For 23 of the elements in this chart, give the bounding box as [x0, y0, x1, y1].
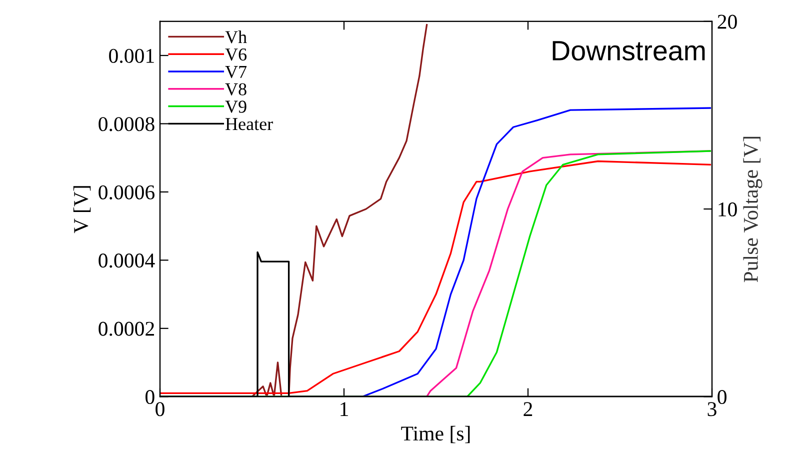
y-tick-label: 0: [146, 390, 154, 404]
y-tick-label: 0.001: [109, 48, 154, 64]
legend-label: Heater: [226, 118, 273, 130]
y2-axis-title: Pulse Voltage [V]: [743, 136, 762, 282]
legend-label: V6: [225, 48, 247, 61]
y2-tick-label: 0: [718, 390, 726, 404]
y2-tick-label: 20: [718, 14, 737, 29]
y-tick-label: 0.0004: [98, 254, 155, 268]
y-tick-label: 0.0006: [98, 185, 155, 200]
y-axis-title: V [V]: [73, 186, 91, 234]
legend-label: V8: [225, 83, 246, 96]
x-tick-label: 1: [340, 402, 348, 416]
x-axis-title: Time [s]: [401, 426, 470, 444]
x-tick-label: 0: [156, 402, 164, 416]
annotation: Downstream: [552, 41, 705, 61]
x-tick-label: 3: [708, 402, 716, 416]
y-tick-label: 0.0008: [98, 117, 154, 132]
legend-label: V7: [225, 66, 247, 78]
x-tick-label: 2: [524, 402, 532, 416]
legend-label: V9: [225, 100, 246, 113]
y2-tick-label: 10: [718, 202, 737, 216]
y-tick-label: 0.0002: [98, 322, 154, 336]
legend-label: Vh: [225, 30, 247, 44]
